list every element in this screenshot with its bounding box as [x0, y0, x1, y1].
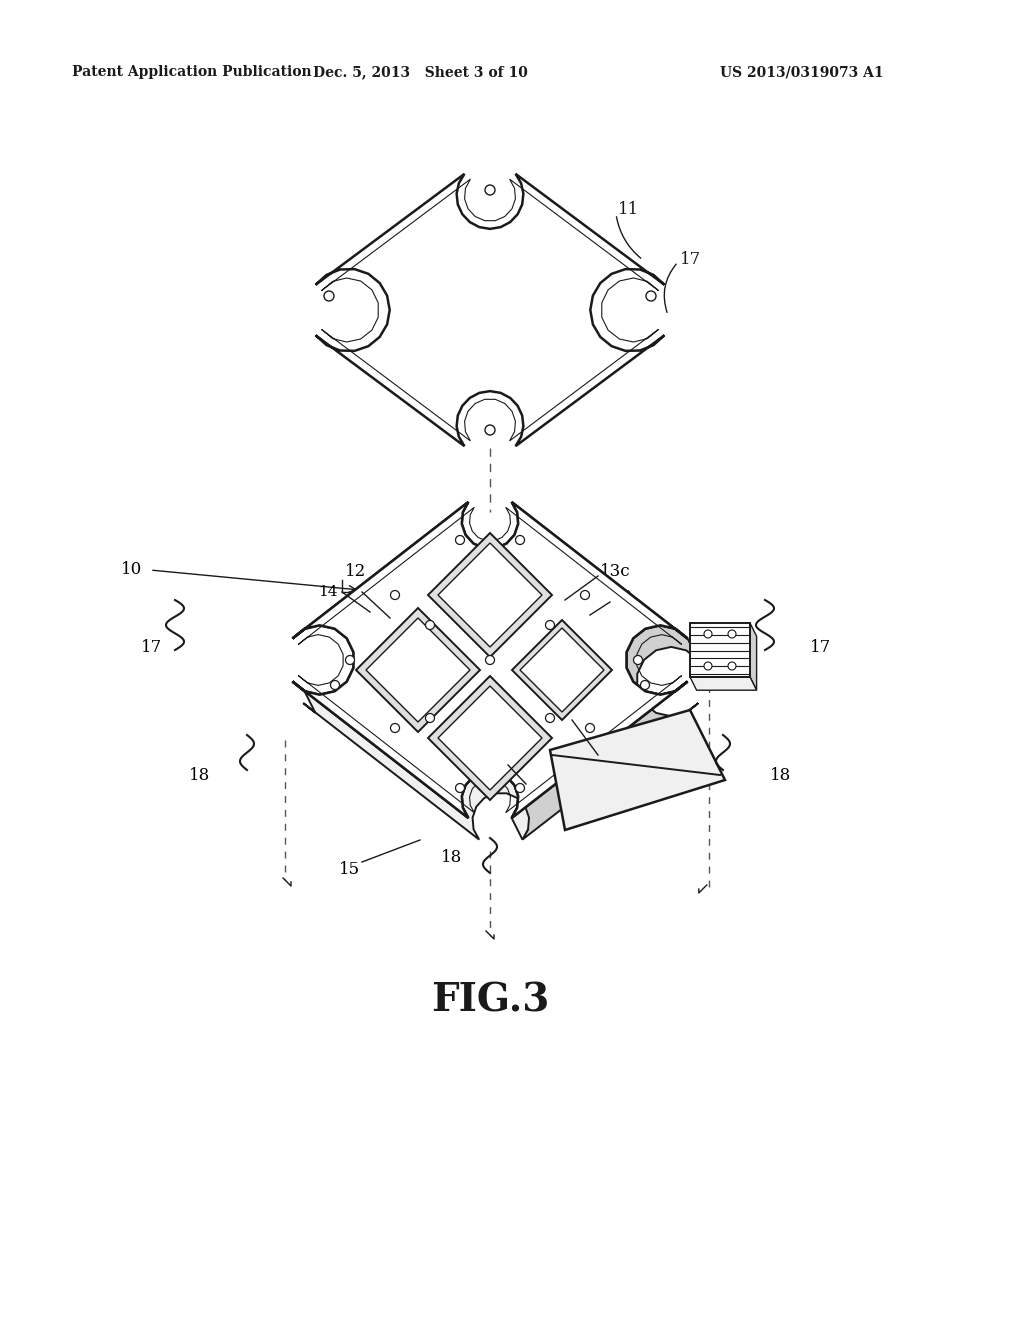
- Polygon shape: [428, 676, 552, 800]
- Circle shape: [728, 630, 736, 638]
- Circle shape: [546, 620, 555, 630]
- Text: 18: 18: [440, 850, 462, 866]
- Text: 18: 18: [188, 767, 210, 784]
- Circle shape: [581, 590, 590, 599]
- Polygon shape: [550, 710, 725, 830]
- Text: 17: 17: [810, 639, 831, 656]
- Polygon shape: [512, 620, 612, 719]
- Text: 17: 17: [680, 252, 701, 268]
- Polygon shape: [438, 543, 542, 647]
- Circle shape: [728, 663, 736, 671]
- Polygon shape: [315, 174, 665, 446]
- Polygon shape: [293, 502, 687, 818]
- Circle shape: [640, 681, 649, 689]
- Polygon shape: [428, 533, 552, 657]
- Text: 16: 16: [600, 751, 622, 768]
- Text: Patent Application Publication: Patent Application Publication: [72, 65, 311, 79]
- Text: 11: 11: [618, 202, 639, 219]
- Text: 14: 14: [318, 585, 338, 599]
- Circle shape: [426, 714, 434, 722]
- Polygon shape: [520, 628, 604, 711]
- Circle shape: [331, 681, 340, 689]
- Text: US 2013/0319073 A1: US 2013/0319073 A1: [720, 65, 884, 79]
- Circle shape: [485, 656, 495, 664]
- Text: 13c: 13c: [528, 781, 559, 799]
- Text: 13c: 13c: [600, 564, 631, 581]
- Circle shape: [456, 536, 465, 544]
- Circle shape: [515, 536, 524, 544]
- Polygon shape: [356, 609, 480, 733]
- Polygon shape: [512, 626, 698, 840]
- Circle shape: [390, 723, 399, 733]
- Text: 18: 18: [770, 767, 792, 784]
- Polygon shape: [366, 618, 470, 722]
- Text: 17: 17: [140, 639, 162, 656]
- Polygon shape: [438, 686, 542, 789]
- Circle shape: [456, 784, 465, 792]
- Polygon shape: [293, 502, 687, 818]
- Circle shape: [426, 620, 434, 630]
- Polygon shape: [690, 677, 757, 690]
- Circle shape: [705, 663, 712, 671]
- Circle shape: [345, 656, 354, 664]
- Circle shape: [546, 714, 555, 722]
- Circle shape: [646, 290, 656, 301]
- Circle shape: [485, 185, 495, 195]
- Text: FIG.3: FIG.3: [431, 981, 549, 1019]
- Text: 12: 12: [345, 564, 367, 581]
- Text: 10: 10: [121, 561, 142, 578]
- Circle shape: [586, 723, 595, 733]
- Circle shape: [324, 290, 334, 301]
- Circle shape: [515, 784, 524, 792]
- Polygon shape: [750, 623, 757, 690]
- Text: 15: 15: [339, 862, 360, 879]
- Circle shape: [634, 656, 642, 664]
- Text: 19: 19: [612, 590, 633, 606]
- Circle shape: [705, 630, 712, 638]
- Circle shape: [390, 590, 399, 599]
- Polygon shape: [293, 681, 529, 840]
- Text: Dec. 5, 2013   Sheet 3 of 10: Dec. 5, 2013 Sheet 3 of 10: [312, 65, 527, 79]
- Circle shape: [485, 425, 495, 436]
- Text: 13: 13: [360, 585, 379, 599]
- Polygon shape: [690, 623, 750, 677]
